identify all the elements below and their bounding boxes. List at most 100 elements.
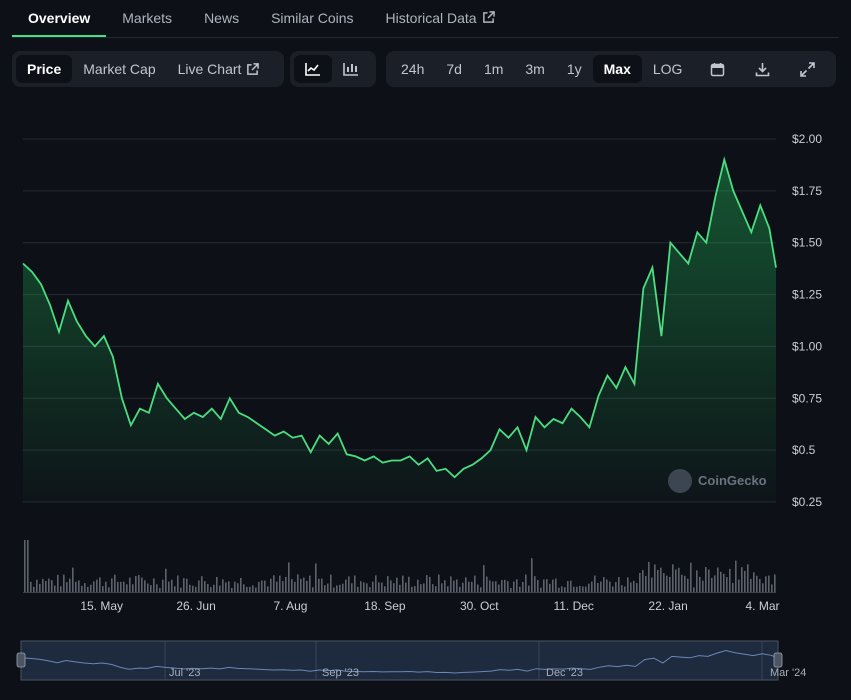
navigator-label: Dec '23: [546, 667, 583, 679]
volume-bar: [48, 578, 50, 592]
market-cap-button[interactable]: Market Cap: [83, 61, 156, 77]
calendar-button[interactable]: [699, 55, 736, 83]
volume-bar: [720, 571, 722, 592]
volume-bar: [321, 578, 323, 592]
range-3m-button[interactable]: 3m: [525, 61, 545, 77]
volume-bar: [114, 574, 116, 592]
volume-bar: [621, 585, 623, 592]
volume-bar: [603, 577, 605, 592]
candlestick-chart-button[interactable]: [332, 55, 370, 83]
range-toolbar: 24h 7d 1m 3m 1y Max LOG: [386, 51, 836, 87]
volume-bar: [303, 577, 305, 592]
volume-bar: [186, 578, 188, 592]
range-1y-button[interactable]: 1y: [566, 61, 582, 77]
volume-bar: [540, 587, 542, 592]
download-button[interactable]: [744, 55, 781, 83]
volume-bar: [291, 579, 293, 592]
volume-bar: [285, 576, 287, 592]
chart-style-toggle: [290, 51, 376, 87]
watermark-text: CoinGecko: [698, 473, 767, 488]
volume-bar: [123, 581, 125, 592]
volume-bar: [657, 569, 659, 592]
volume-bar: [519, 586, 521, 592]
line-chart-button[interactable]: [294, 55, 332, 83]
volume-bar: [111, 578, 113, 592]
volume-bar: [738, 579, 740, 592]
volume-bar: [63, 574, 65, 592]
volume-bar: [450, 576, 452, 592]
volume-bar: [198, 580, 200, 592]
log-scale-button[interactable]: LOG: [652, 61, 683, 77]
volume-bar: [654, 564, 656, 592]
navigator-label: Sep '23: [322, 667, 359, 679]
volume-bar: [588, 583, 590, 592]
volume-bar: [384, 586, 386, 592]
range-max-button[interactable]: Max: [592, 55, 642, 83]
volume-bar: [339, 584, 341, 592]
volume-bar: [270, 578, 272, 592]
volume-bar: [558, 587, 560, 592]
volume-bar: [171, 579, 173, 592]
volume-bar: [330, 574, 332, 592]
navigator-line: [20, 649, 779, 674]
volume-bar: [252, 585, 254, 592]
volume-bar: [138, 575, 140, 592]
volume-bar: [612, 586, 614, 592]
volume-bar: [486, 576, 488, 592]
volume-bar: [750, 578, 752, 592]
volume-bar: [72, 567, 74, 592]
metric-toggle: Price Market Cap Live Chart: [12, 51, 284, 87]
volume-bar: [516, 579, 518, 592]
volume-bar: [363, 582, 365, 592]
volume-bar: [672, 564, 674, 592]
fullscreen-button[interactable]: [789, 55, 826, 83]
live-chart-button[interactable]: Live Chart: [167, 55, 271, 83]
range-navigator[interactable]: Jul '23 Sep '23 Dec '23 Mar '24: [16, 640, 806, 681]
volume-bar: [390, 580, 392, 592]
volume-bar: [144, 580, 146, 592]
x-tick-label: 18. Sep: [364, 599, 406, 613]
price-area: [23, 159, 776, 502]
volume-bar: [744, 570, 746, 592]
volume-bar: [549, 583, 551, 592]
volume-bar: [648, 561, 650, 592]
tab-markets[interactable]: Markets: [122, 9, 173, 26]
volume-bar: [333, 587, 335, 592]
volume-bar: [96, 579, 98, 592]
volume-bar: [681, 574, 683, 592]
volume-bar: [396, 577, 398, 592]
volume-bar: [312, 587, 314, 592]
volume-bar: [501, 580, 503, 592]
volume-bar: [60, 586, 62, 592]
volume-bar: [471, 581, 473, 592]
volume-bar: [225, 582, 227, 592]
tab-historical-data[interactable]: Historical Data: [370, 0, 511, 37]
volume-bar: [213, 584, 215, 592]
volume-bar: [180, 587, 182, 592]
range-7d-button[interactable]: 7d: [446, 61, 462, 77]
navigator-right-handle: [773, 652, 783, 668]
range-24h-button[interactable]: 24h: [401, 61, 425, 77]
range-1m-button[interactable]: 1m: [483, 61, 504, 77]
volume-bar: [456, 579, 458, 592]
volume-bar: [216, 576, 218, 592]
volume-bar: [45, 581, 47, 592]
volume-bar: [141, 577, 143, 592]
volume-bar: [741, 567, 743, 592]
price-button[interactable]: Price: [16, 55, 73, 83]
volume-bar: [309, 575, 311, 592]
tab-overview[interactable]: Overview: [12, 0, 107, 37]
volume-bar: [429, 576, 431, 592]
volume-bar: [441, 583, 443, 592]
tab-news[interactable]: News: [204, 9, 240, 26]
volume-bar: [372, 581, 374, 592]
volume-bar: [639, 573, 641, 592]
volume-bar: [666, 575, 668, 592]
tab-similar-coins[interactable]: Similar Coins: [271, 9, 354, 26]
volume-bar: [768, 575, 770, 592]
volume-bar: [231, 587, 233, 592]
volume-bar: [570, 580, 572, 592]
volume-bar: [663, 573, 665, 592]
volume-bar: [651, 577, 653, 592]
volume-bar: [279, 575, 281, 592]
